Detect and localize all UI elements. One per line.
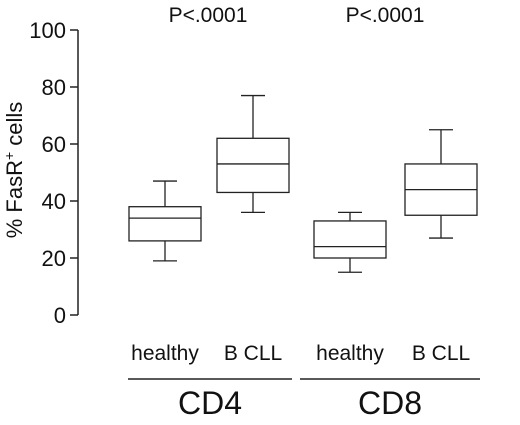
box-cd8-b-cll xyxy=(404,129,478,239)
y-axis-label-tail: cells xyxy=(2,102,27,152)
y-axis-label: % FasR+ cells xyxy=(1,102,27,239)
y-tick-label: 0 xyxy=(54,303,66,328)
y-axis-label-main: % FasR xyxy=(2,160,27,238)
category-label: B CLL xyxy=(412,342,470,365)
iqr-box xyxy=(128,206,202,242)
box-cd4-b-cll xyxy=(216,94,290,214)
box-cd8-healthy xyxy=(313,211,387,273)
category-labels: healthy B CLL healthy B CLL CD4 P<.0001 CD8 P<.… xyxy=(128,4,480,421)
y-tick-label: 100 xyxy=(29,18,66,43)
y-tick-label: 60 xyxy=(42,132,66,157)
category-label: healthy xyxy=(316,342,384,365)
p-value-label: P<.0001 xyxy=(346,4,425,27)
iqr-box xyxy=(313,220,387,259)
group-label: CD8 xyxy=(358,385,422,420)
iqr-box xyxy=(216,137,290,194)
box-cd4-healthy xyxy=(128,180,202,262)
category-label: healthy xyxy=(131,342,199,365)
y-axis: 0 20 40 60 80 100 xyxy=(29,18,79,328)
category-label: B CLL xyxy=(224,342,282,365)
p-value-label: P<.0001 xyxy=(169,4,248,27)
y-tick-label: 40 xyxy=(42,189,66,214)
y-tick-label: 80 xyxy=(42,75,66,100)
y-tick-label: 20 xyxy=(42,246,66,271)
y-axis-label-superscript: + xyxy=(1,152,17,160)
group-label: CD4 xyxy=(178,385,242,420)
box-series xyxy=(128,94,478,273)
